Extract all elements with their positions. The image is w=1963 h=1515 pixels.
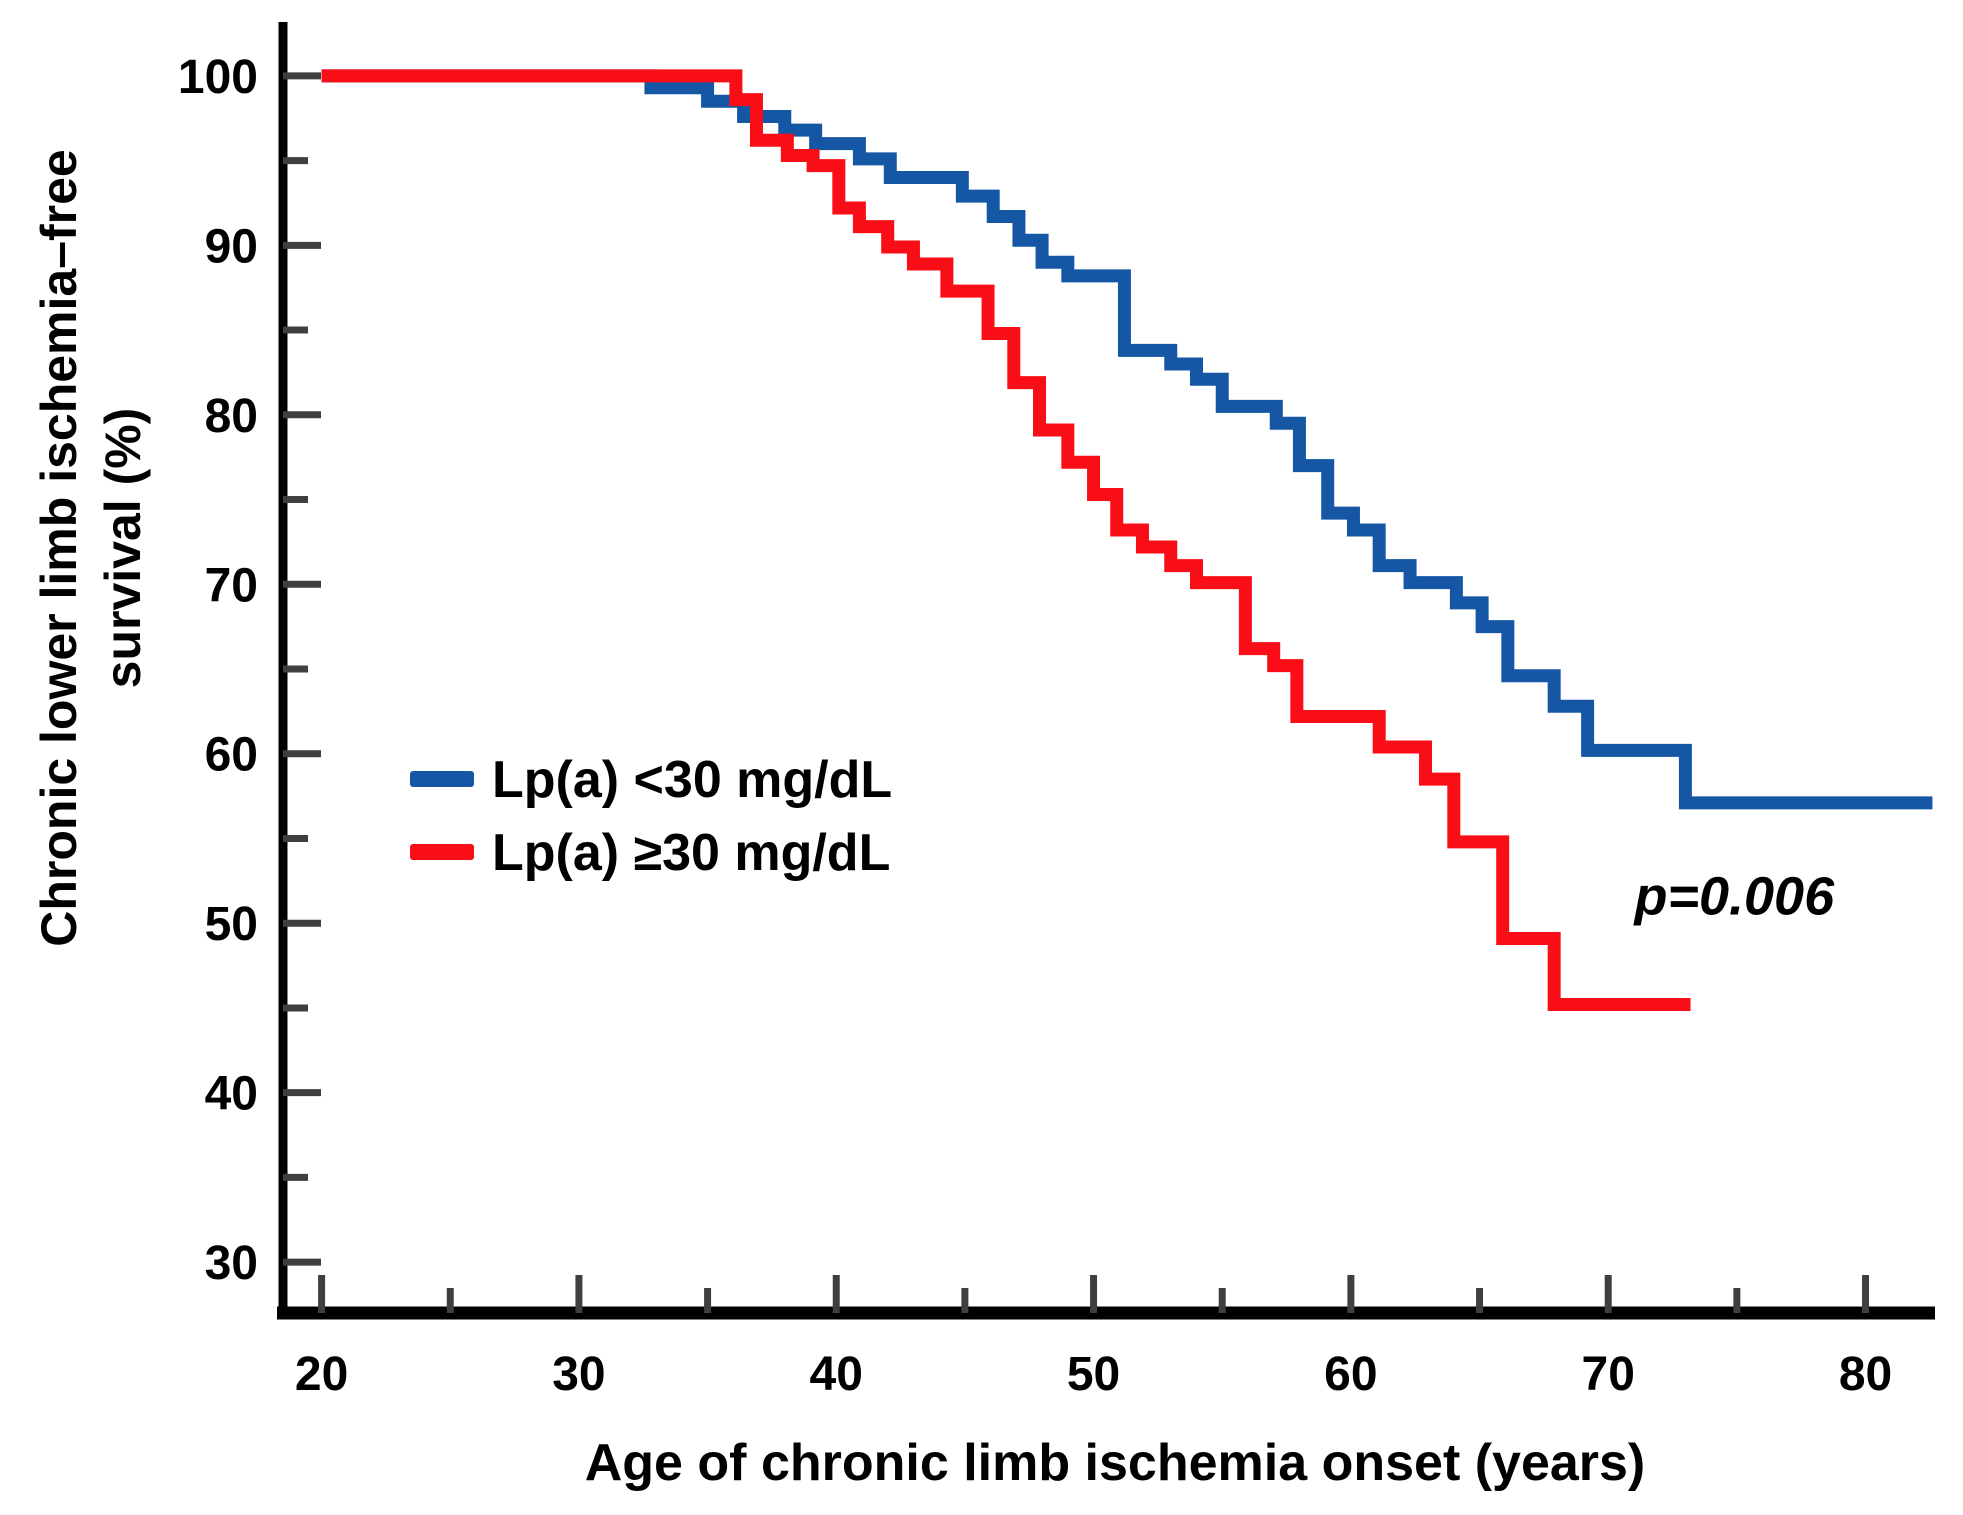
- legend: Lp(a) <30 mg/dL Lp(a) ≥30 mg/dL: [410, 751, 892, 882]
- y-tick-label-30: 30: [205, 1237, 258, 1290]
- y-tick-label-80: 80: [205, 390, 258, 443]
- y-tick-label-40: 40: [205, 1068, 258, 1121]
- y-tick-label-50: 50: [205, 898, 258, 951]
- legend-label-lpa-low: Lp(a) <30 mg/dL: [492, 751, 892, 809]
- legend-label-lpa-high: Lp(a) ≥30 mg/dL: [492, 824, 890, 882]
- x-tick-label-30: 30: [552, 1348, 605, 1401]
- y-axis-title-line1: Chronic lower limb ischemia–free: [31, 149, 87, 947]
- x-axis-title: Age of chronic limb ischemia onset (year…: [585, 1434, 1646, 1492]
- y-tick-label-90: 90: [205, 220, 258, 273]
- x-tick-label-70: 70: [1582, 1348, 1635, 1401]
- legend-swatch-lpa-high: [410, 844, 474, 860]
- y-axis-title-line2: survival (%): [95, 408, 151, 689]
- axis-ticks: [283, 72, 1870, 1313]
- x-tick-label-50: 50: [1067, 1348, 1120, 1401]
- axis-tick-labels: 30 40 50 60 70 80 90 100 20 30 40 50 60 70 80: [178, 51, 1892, 1401]
- legend-swatch-lpa-low: [410, 771, 474, 787]
- x-tick-label-20: 20: [295, 1348, 348, 1401]
- series-line-lpa-high: [321, 69, 1691, 1012]
- series-line-lpa-low: [321, 69, 1933, 810]
- y-tick-label-70: 70: [205, 559, 258, 612]
- y-tick-label-60: 60: [205, 729, 258, 782]
- x-tick-label-60: 60: [1324, 1348, 1377, 1401]
- x-tick-label-40: 40: [810, 1348, 863, 1401]
- y-tick-label-100: 100: [178, 51, 258, 104]
- x-tick-label-80: 80: [1839, 1348, 1892, 1401]
- p-value-annotation: p=0.006: [1632, 867, 1835, 927]
